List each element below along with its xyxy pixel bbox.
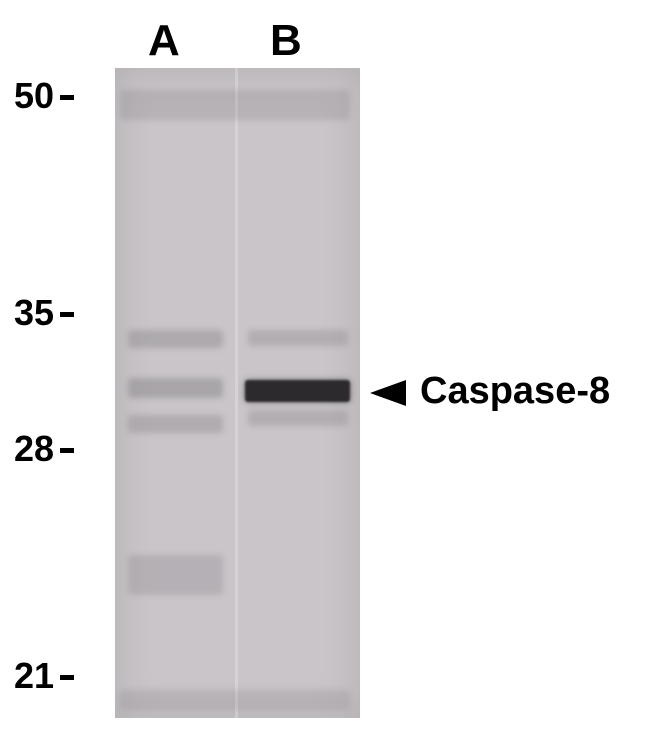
mw-dash-28 — [60, 448, 74, 453]
lane-label-lane-a: A — [148, 16, 180, 66]
smudge-3 — [128, 555, 223, 595]
caspase8-arrow-icon — [370, 380, 406, 406]
mw-dash-35 — [60, 312, 74, 317]
smudge-1 — [128, 378, 223, 398]
mw-label-35: 35 — [14, 292, 54, 334]
mw-dash-21 — [60, 675, 74, 680]
caspase8-label: Caspase-8 — [420, 370, 610, 413]
lane-divider — [235, 68, 238, 718]
mw-label-21: 21 — [14, 655, 54, 697]
smudge-0 — [128, 330, 223, 348]
smudge-2 — [128, 415, 223, 433]
band-b-caspase8 — [245, 380, 350, 402]
smudge-6 — [120, 90, 350, 120]
figure-canvas: A B 50 35 28 21 Caspase-8 — [0, 0, 650, 739]
smudge-7 — [120, 690, 350, 710]
mw-dash-50 — [60, 95, 74, 100]
mw-label-50: 50 — [14, 75, 54, 117]
lane-label-lane-b: B — [270, 16, 302, 66]
smudge-5 — [248, 410, 348, 426]
mw-label-28: 28 — [14, 428, 54, 470]
smudge-4 — [248, 330, 348, 346]
